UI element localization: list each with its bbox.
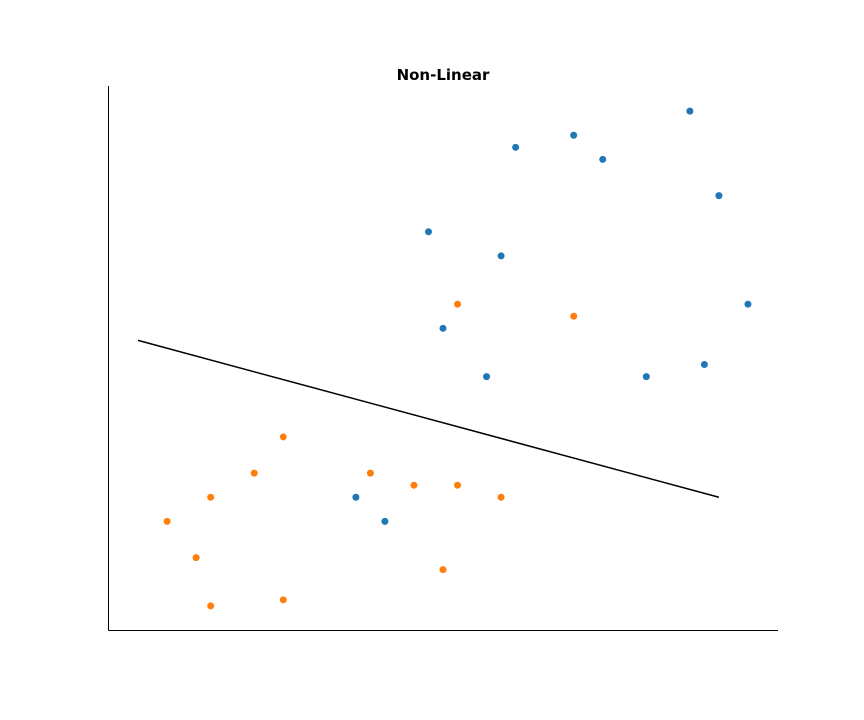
scatter-point-series-1-6 [279,433,287,441]
scatter-point-series-0-3 [439,324,447,332]
plot-area [108,86,778,631]
scatter-point-series-0-5 [497,252,505,260]
scatter-point-series-1-13 [570,312,578,320]
chart-title: Non-Linear [397,66,490,84]
scatter-point-series-1-9 [439,566,447,574]
scatter-point-series-0-12 [715,192,723,200]
scatter-layer [163,107,752,610]
scatter-point-series-1-4 [250,469,258,477]
scatter-point-series-0-13 [744,300,752,308]
scatter-point-series-0-8 [599,155,607,163]
scatter-point-series-0-9 [642,373,650,381]
scatter-point-series-1-11 [454,300,462,308]
scatter-point-series-1-8 [410,481,418,489]
scatter-point-series-1-12 [497,493,505,501]
scatter-point-series-1-1 [192,554,200,562]
scatter-point-series-1-3 [207,493,215,501]
scatter-point-series-0-4 [483,373,491,381]
scatter-point-series-1-10 [454,481,462,489]
scatter-point-series-1-2 [207,602,215,610]
scatter-point-series-0-2 [424,228,432,236]
scatter-point-series-1-5 [279,596,287,604]
scatter-point-series-1-0 [163,517,171,525]
scatter-point-series-0-6 [512,143,520,151]
fit-line-layer [137,339,720,498]
scatter-point-series-0-7 [570,131,578,139]
scatter-point-series-0-11 [700,361,708,369]
fit-line [137,339,720,498]
scatter-point-series-0-1 [381,517,389,525]
scatter-point-series-0-0 [352,493,360,501]
scatter-point-series-1-7 [366,469,374,477]
scatter-point-series-0-10 [686,107,694,115]
